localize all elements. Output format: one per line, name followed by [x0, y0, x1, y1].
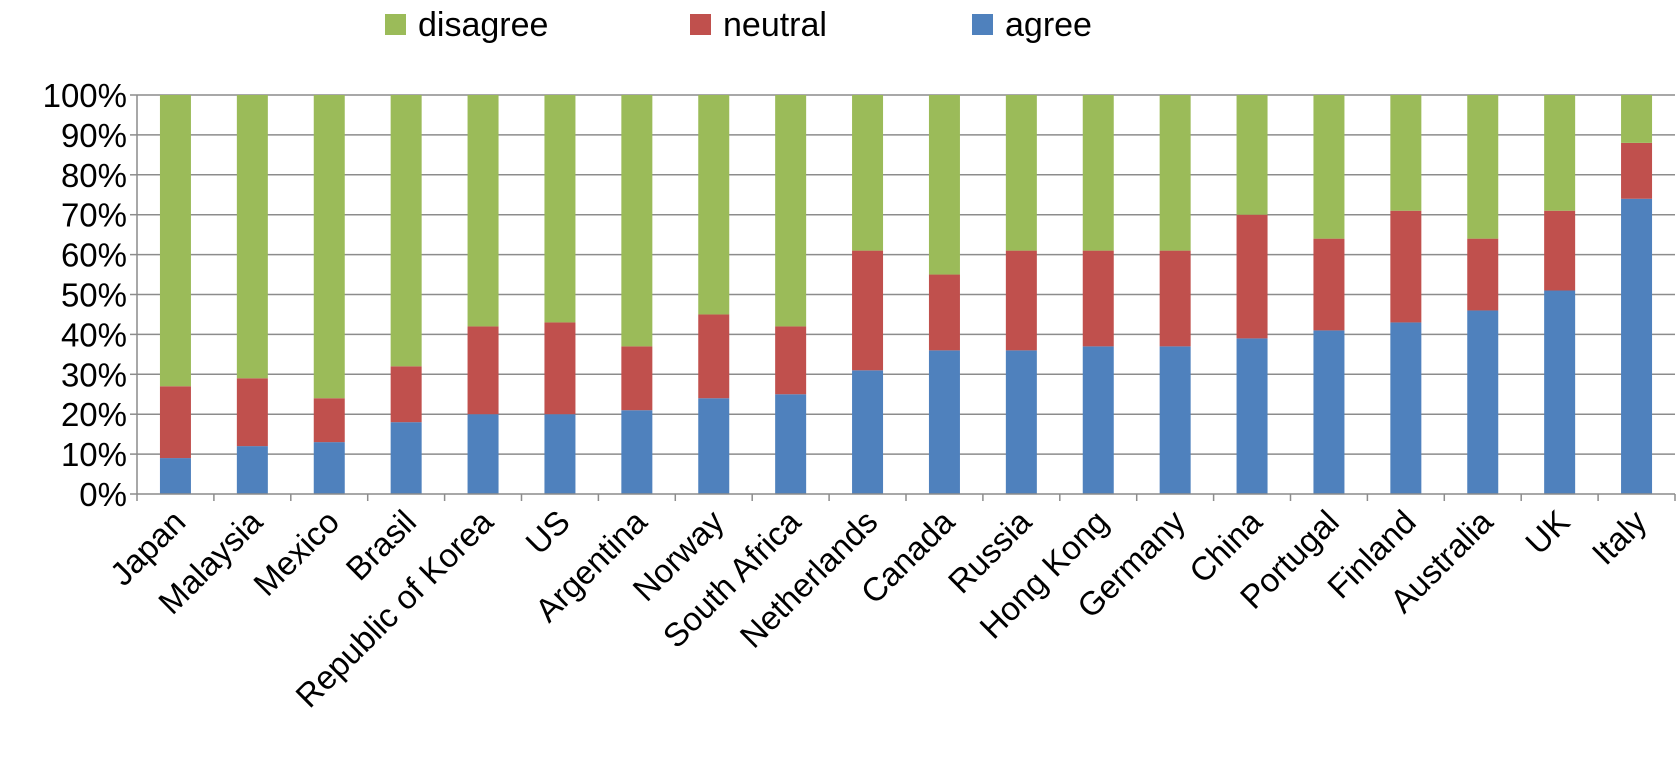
bar-neutral	[698, 314, 730, 399]
bar-neutral	[313, 398, 345, 443]
bar-agree	[236, 446, 268, 494]
legend: disagree neutral agree	[385, 6, 1092, 44]
y-tick-label: 20%	[61, 396, 127, 433]
bar-agree	[928, 350, 960, 494]
bar-neutral	[1390, 210, 1422, 323]
bar-agree	[698, 398, 730, 494]
bar-neutral	[1082, 250, 1114, 347]
bar-agree	[1082, 346, 1114, 494]
bar-disagree	[467, 95, 499, 327]
legend-swatch-agree	[972, 14, 993, 35]
bar-disagree	[313, 95, 345, 399]
bar-agree	[313, 442, 345, 494]
bar-agree	[775, 394, 807, 494]
bar-agree	[467, 414, 499, 494]
bar-neutral	[1313, 238, 1345, 331]
bar-disagree	[1005, 95, 1037, 251]
bar-disagree	[1621, 95, 1653, 143]
x-tick-label: Italy	[1585, 502, 1654, 571]
bar-agree	[159, 458, 191, 494]
bar-agree	[1005, 350, 1037, 494]
bar-agree	[1621, 198, 1653, 495]
bar-agree	[1313, 330, 1345, 494]
bar-neutral	[621, 346, 653, 411]
bar-neutral	[159, 386, 191, 459]
bar-disagree	[544, 95, 576, 323]
bar-disagree	[1082, 95, 1114, 251]
bar-disagree	[1390, 95, 1422, 211]
bar-disagree	[1467, 95, 1499, 239]
bar-disagree	[1313, 95, 1345, 239]
legend-label-disagree: disagree	[418, 6, 548, 44]
x-tick-label: Mexico	[246, 503, 346, 603]
bar-agree	[621, 410, 653, 494]
gridlines	[137, 94, 1675, 455]
bar-disagree	[928, 95, 960, 275]
bar-neutral	[1621, 142, 1653, 199]
bar-agree	[1236, 338, 1268, 494]
bar-disagree	[236, 95, 268, 379]
bar-neutral	[467, 326, 499, 415]
legend-label-neutral: neutral	[723, 6, 827, 44]
x-tick-label: US	[518, 503, 577, 562]
y-tick-label: 30%	[61, 356, 127, 393]
bar-neutral	[1544, 210, 1576, 291]
bar-neutral	[928, 274, 960, 351]
y-tick-label: 0%	[79, 476, 127, 513]
bar-neutral	[1159, 250, 1191, 347]
y-tick-label: 90%	[61, 117, 127, 154]
bar-agree	[1544, 290, 1576, 494]
bar-agree	[1467, 310, 1499, 494]
y-tick-label: 60%	[61, 237, 127, 274]
bar-neutral	[852, 250, 884, 371]
bar-agree	[1390, 322, 1422, 494]
bar-agree	[544, 414, 576, 494]
bar-neutral	[1467, 238, 1499, 311]
bar-disagree	[852, 95, 884, 251]
bar-neutral	[1005, 250, 1037, 351]
legend-swatch-neutral	[690, 14, 711, 35]
bar-disagree	[775, 95, 807, 327]
bar-neutral	[544, 322, 576, 415]
legend-swatch-disagree	[385, 14, 406, 35]
bar-disagree	[159, 95, 191, 387]
bar-neutral	[236, 378, 268, 447]
y-tick-label: 40%	[61, 316, 127, 353]
y-tick-label: 50%	[61, 277, 127, 314]
y-tick-label: 100%	[43, 77, 127, 114]
bar-agree	[852, 370, 884, 494]
x-tick-label: UK	[1518, 503, 1577, 562]
bar-neutral	[1236, 214, 1268, 339]
y-tick-label: 80%	[61, 157, 127, 194]
bar-neutral	[390, 366, 422, 423]
bar-disagree	[698, 95, 730, 315]
y-tick-label: 70%	[61, 197, 127, 234]
bar-disagree	[1236, 95, 1268, 215]
bar-agree	[1159, 346, 1191, 494]
bar-neutral	[775, 326, 807, 395]
legend-label-agree: agree	[1005, 6, 1092, 44]
bar-disagree	[390, 95, 422, 367]
y-tick-label: 10%	[61, 436, 127, 473]
bar-agree	[390, 422, 422, 494]
bar-disagree	[621, 95, 653, 347]
bar-disagree	[1544, 95, 1576, 211]
bar-disagree	[1159, 95, 1191, 251]
bars	[159, 95, 1653, 495]
